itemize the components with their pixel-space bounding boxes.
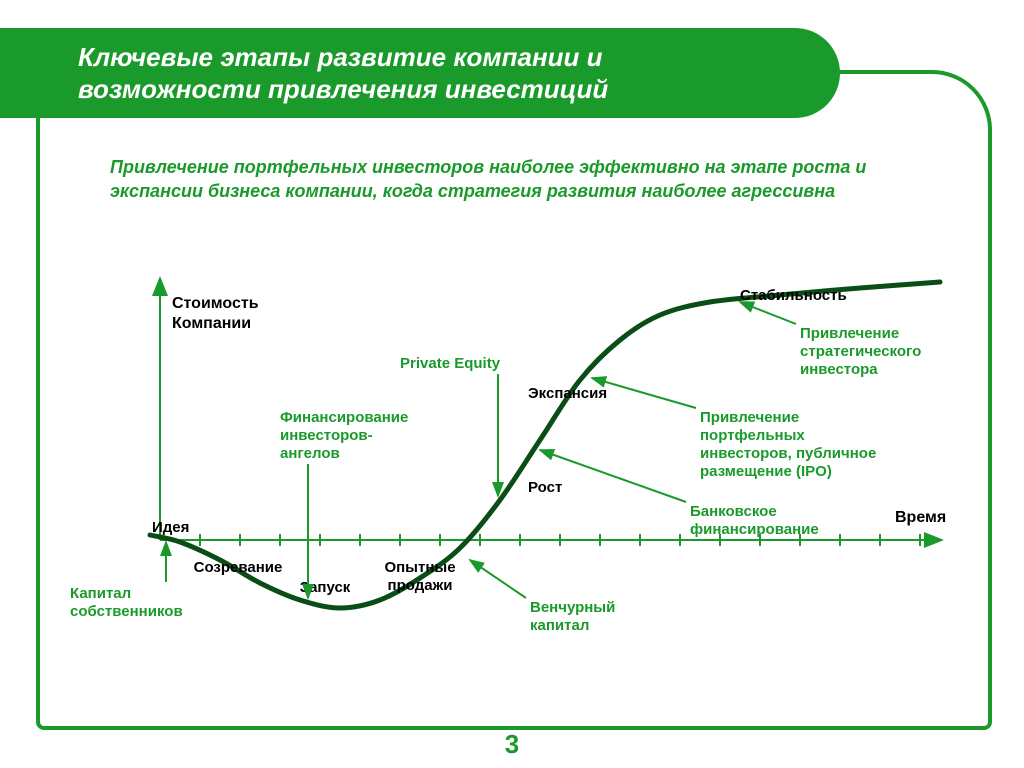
- growth-curve-chart: Стоимость Компании Время ИдеяСозреваниеЗ…: [60, 260, 980, 700]
- stage-label: Рост: [528, 479, 562, 496]
- investor-label: Венчурныйкапитал: [530, 599, 615, 634]
- title-banner: Ключевые этапы развитие компании и возмо…: [0, 28, 840, 118]
- investor-label: Привлечениепортфельныхинвесторов, публич…: [700, 409, 876, 480]
- page-number: 3: [0, 729, 1024, 760]
- slide-subtitle: Привлечение портфельных инвесторов наибо…: [110, 155, 910, 204]
- y-axis-label: Стоимость Компании: [172, 295, 263, 332]
- y-axis-label-l2: Компании: [172, 315, 251, 332]
- investor-label: Private Equity: [400, 355, 501, 372]
- slide: Ключевые этапы развитие компании и возмо…: [0, 0, 1024, 768]
- stage-label: Созревание: [194, 559, 283, 576]
- y-axis-label-l1: Стоимость: [172, 295, 259, 312]
- callout-arrow: [740, 302, 796, 324]
- stage-label: Идея: [152, 519, 189, 536]
- x-axis-label: Время: [895, 509, 946, 526]
- axes: [160, 280, 940, 546]
- investor-label: Привлечениестратегическогоинвестора: [800, 325, 921, 378]
- investor-label: Банковскоефинансирование: [690, 503, 819, 538]
- stage-label: Опытные: [384, 559, 455, 576]
- stage-label: Экспансия: [528, 385, 607, 402]
- stage-label: Стабильность: [740, 287, 847, 304]
- investor-label: Финансированиеинвесторов-ангелов: [280, 409, 408, 462]
- stage-label: продажи: [388, 577, 453, 594]
- title-line-2: возможности привлечения инвестиций: [78, 74, 608, 104]
- slide-title: Ключевые этапы развитие компании и возмо…: [0, 41, 638, 106]
- title-line-1: Ключевые этапы развитие компании и: [78, 42, 603, 72]
- callout-arrow: [592, 378, 696, 408]
- callout-arrow: [470, 560, 526, 598]
- investor-label: Капиталсобственников: [70, 585, 183, 620]
- investor-labels: Капиталсобственников Финансированиеинвест…: [70, 302, 921, 634]
